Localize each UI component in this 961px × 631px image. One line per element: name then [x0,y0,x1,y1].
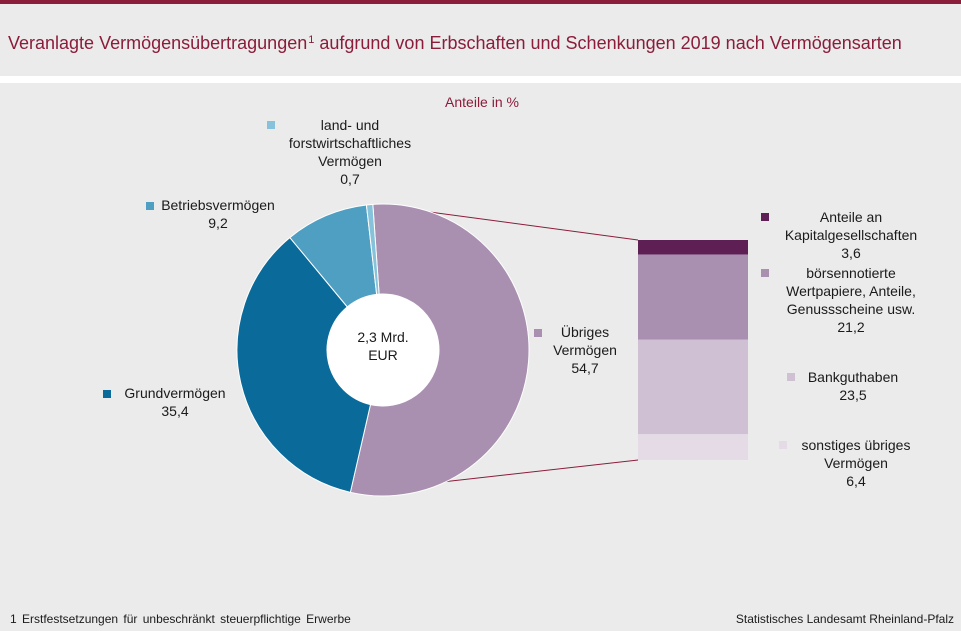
center-label-line-1: EUR [368,347,398,363]
pie-label-land-und-name-line-0: land- und [321,117,379,133]
donut-hole [327,294,439,406]
bar-segment-bankguthaben [638,339,748,435]
pie-label-briges-marker [534,329,542,337]
chart-labels: 2,3 Mrd. EUR Übriges Vermögen 54,7 Grundvermö… [103,117,917,489]
pie-label-land-und-name-line-2: Vermögen [318,153,382,169]
pie-label-grundverm-gen-value: 35,4 [161,403,188,419]
bar-label-anteile-an-marker [761,213,769,221]
footnote: 1 Erstfestsetzungen für unbeschränkt ste… [10,612,351,626]
pie-label-land-und-marker [267,121,275,129]
bar-label-b-rsennotierte-name-line-2: Genussscheine usw. [787,301,915,317]
bar-label-sonstiges-briges-name-line-0: sonstiges übriges [802,437,911,453]
bar-label-anteile-an-name-line-0: Anteile an [820,209,882,225]
pie-slices [236,203,530,497]
stacked-bar [638,240,748,460]
pie-label-briges-name-line-1: Vermögen [553,342,617,358]
bar-label-anteile-an-value: 3,6 [841,245,861,261]
title-accent-bar [0,0,961,4]
bar-label-bankguthaben-name-line-0: Bankguthaben [808,369,898,385]
bar-label-bankguthaben-value: 23,5 [839,387,866,403]
header-separator [0,76,961,83]
bar-label-anteile-an-name-line-1: Kapitalgesellschaften [785,227,917,243]
pie-label-grundverm-gen-name-line-0: Grundvermögen [124,385,225,401]
bar-label-sonstiges-briges-name-line-1: Vermögen [824,455,888,471]
bar-segment-b-rsennotierte-wertpapiere-anteile-genussscheine-usw [638,254,748,340]
bar-segment-sonstiges-briges-verm-gen [638,434,748,460]
chart-title-main: Veranlagte Vermögensübertragungen [8,33,308,53]
pie-label-briges-name-line-0: Übriges [561,323,609,340]
source-note: Statistisches Landesamt Rheinland-Pfalz [735,612,954,626]
pie-label-betriebsverm-gen-name-line-0: Betriebsvermögen [161,197,275,213]
pie-label-briges-value: 54,7 [571,360,598,376]
bar-segment-anteile-an-kapitalgesellschaften [638,240,748,255]
bar-label-b-rsennotierte-value: 21,2 [837,319,864,335]
pie-label-grundverm-gen-marker [103,390,111,398]
header: Veranlagte Vermögensübertragungen1 aufgr… [0,4,961,76]
pie-label-land-und-value: 0,7 [340,171,360,187]
bar-label-b-rsennotierte-marker [761,269,769,277]
bar-label-b-rsennotierte-name-line-0: börsennotierte [806,265,896,281]
pie-label-betriebsverm-gen-marker [146,202,154,210]
center-label-line-0: 2,3 Mrd. [357,329,408,345]
bar-label-bankguthaben-marker [787,373,795,381]
pie-label-land-und-name-line-1: forstwirtschaftliches [289,135,411,151]
chart-subtitle: Anteile in % [445,94,519,110]
chart-title-rest: aufgrund von Erbschaften und Schenkungen… [319,33,902,53]
footnote-marker: 1 [308,34,315,46]
bar-label-b-rsennotierte-name-line-1: Wertpapiere, Anteile, [786,283,916,299]
bar-label-sonstiges-briges-value: 6,4 [846,473,866,489]
chart-title: Veranlagte Vermögensübertragungen1 aufgr… [8,33,902,54]
pie-label-betriebsverm-gen-value: 9,2 [208,215,228,231]
bar-label-sonstiges-briges-marker [779,441,787,449]
